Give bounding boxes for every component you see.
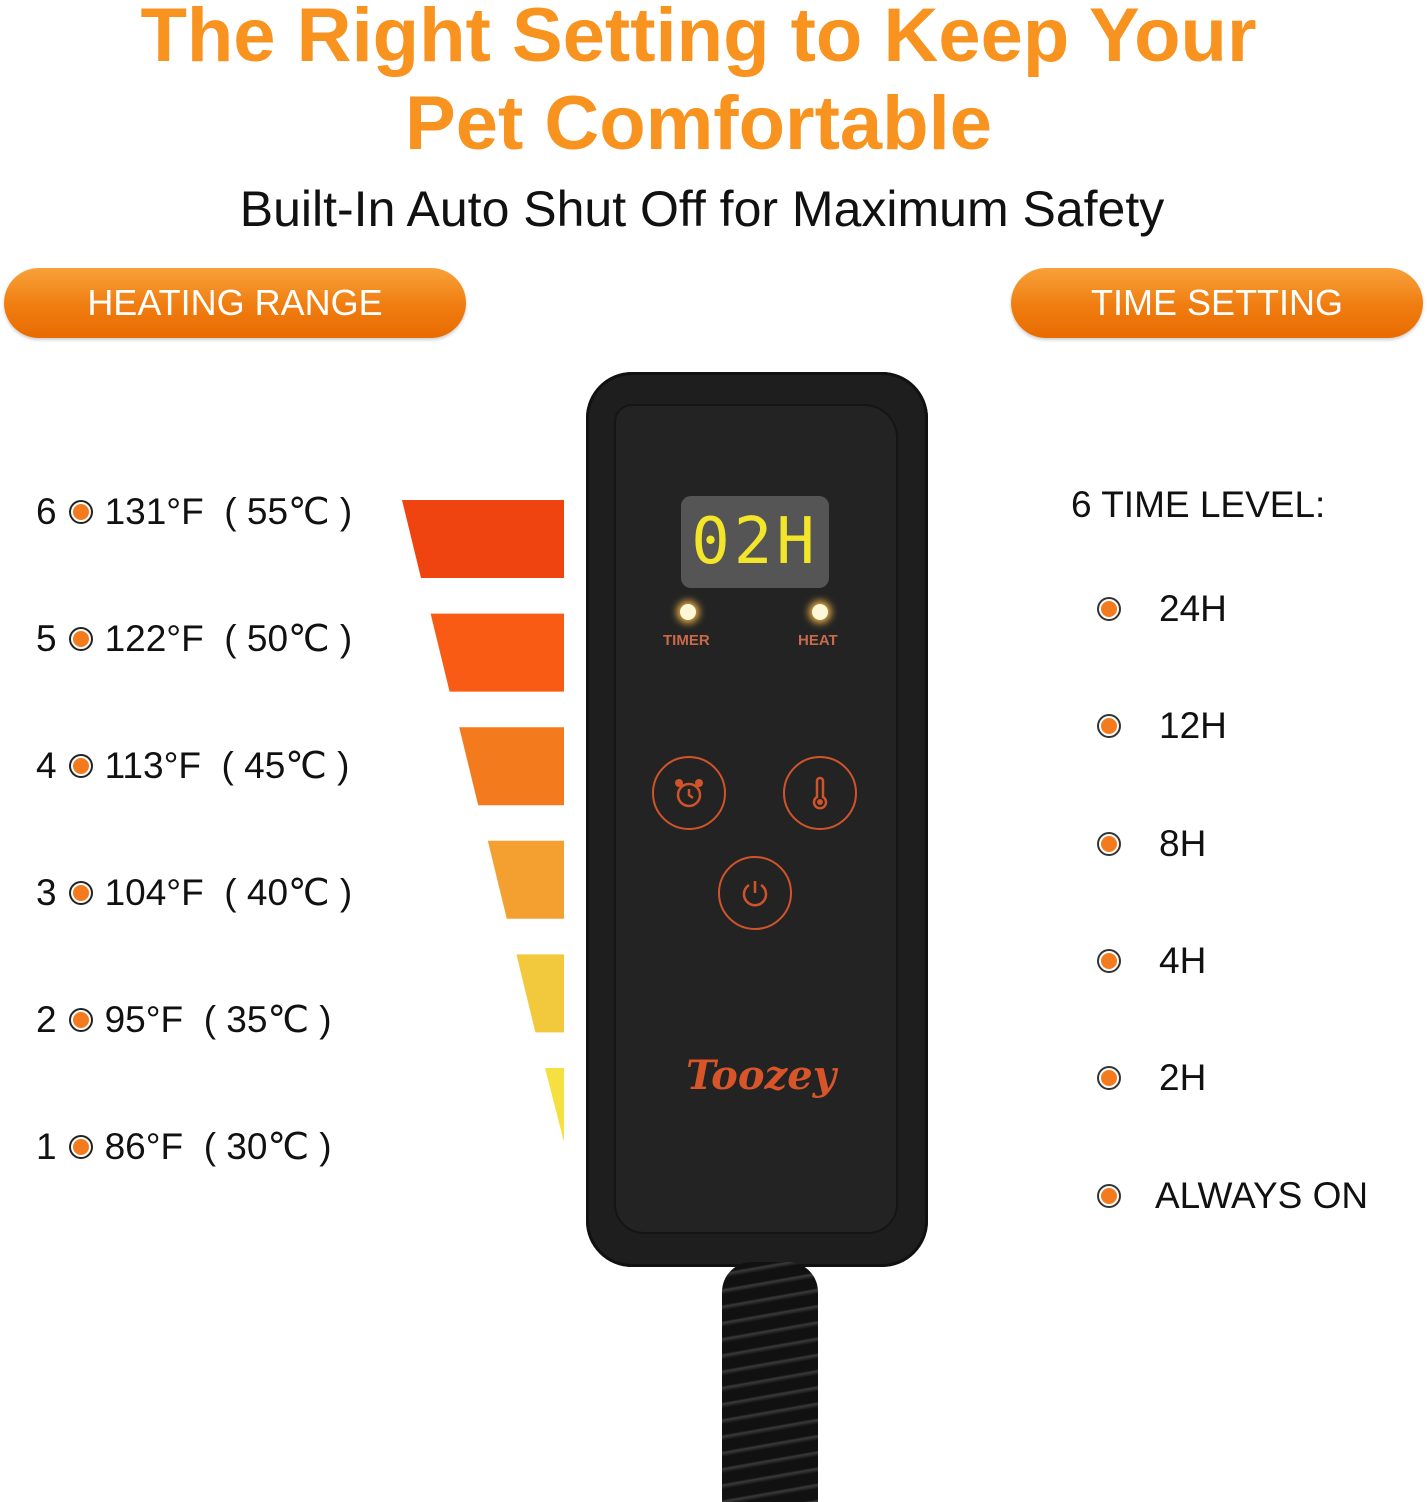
- bullet-icon: [1099, 833, 1119, 854]
- time-option: 12H: [1099, 705, 1227, 747]
- heat-level-row: 1 86°F ( 30℃ ): [36, 1125, 332, 1168]
- time-option: ALWAYS ON: [1099, 1175, 1368, 1217]
- level-temperature: 131°F ( 55℃ ): [104, 491, 353, 532]
- heat-level-row: 3 104°F ( 40℃ ): [36, 871, 352, 914]
- page-title: The Right Setting to Keep Your Pet Comfo…: [0, 0, 1397, 168]
- subtitle: Built-In Auto Shut Off for Maximum Safet…: [239, 181, 1165, 237]
- level-number: 6: [36, 490, 57, 532]
- timer-label: TIMER: [663, 632, 710, 649]
- time-option: 2H: [1099, 1057, 1206, 1099]
- controller: 02H TIMER HEAT Toozey: [586, 372, 928, 1267]
- level-temperature: 95°F ( 35℃ ): [104, 999, 332, 1040]
- heat-level-row: 2 95°F ( 35℃ ): [36, 998, 332, 1041]
- time-option-label: 4H: [1159, 939, 1207, 981]
- title-line-2: Pet Comfortable: [405, 81, 992, 166]
- timer-indicator-icon: [680, 604, 696, 620]
- heat-level-row: 6 131°F ( 55℃ ): [36, 490, 352, 533]
- heat-level-bar: [545, 1068, 564, 1142]
- bullet-icon: [70, 501, 91, 522]
- heat-level-bar: [459, 727, 564, 806]
- heat-level-row: 4 113°F ( 45℃ ): [36, 744, 349, 787]
- time-option: 24H: [1099, 588, 1227, 630]
- power-button[interactable]: [718, 856, 792, 930]
- heat-level-bar: [430, 613, 564, 692]
- level-temperature: 122°F ( 50℃ ): [104, 618, 353, 659]
- bullet-icon: [1099, 950, 1119, 971]
- bullet-icon: [1099, 1185, 1119, 1206]
- bullet-icon: [70, 1009, 91, 1030]
- bullet-icon: [70, 1136, 91, 1157]
- alarm-clock-icon: [675, 779, 703, 808]
- time-level-heading: 6 TIME LEVEL:: [1071, 484, 1326, 525]
- bullet-icon: [70, 755, 91, 776]
- led-display: 02H: [681, 496, 829, 588]
- level-number: 1: [36, 1125, 57, 1167]
- power-icon: [742, 881, 768, 907]
- level-number: 5: [36, 617, 57, 659]
- timer-button[interactable]: [652, 756, 726, 830]
- time-option-label: 24H: [1159, 588, 1227, 629]
- time-option-label: 12H: [1159, 705, 1227, 747]
- brand-logo: Toozey: [686, 1052, 836, 1099]
- bullet-icon: [1099, 716, 1119, 737]
- heat-level-bar: [402, 500, 564, 578]
- bullet-icon: [70, 628, 91, 649]
- level-number: 2: [36, 998, 57, 1040]
- level-temperature: 104°F ( 40℃ ): [104, 872, 353, 913]
- bullet-icon: [70, 882, 91, 903]
- time-option-label: ALWAYS ON: [1155, 1174, 1369, 1216]
- bullet-icon: [1099, 1068, 1119, 1089]
- time-option-label: 2H: [1159, 1057, 1207, 1099]
- heating-range-banner: HEATING RANGE: [4, 268, 466, 338]
- heat-level-bar: [487, 840, 564, 919]
- level-temperature: 86°F ( 30℃ ): [104, 1126, 332, 1167]
- level-number: 4: [36, 744, 57, 786]
- time-option: 4H: [1099, 940, 1206, 982]
- level-temperature: 113°F ( 45℃ ): [104, 745, 350, 786]
- heat-label: HEAT: [798, 632, 838, 649]
- thermometer-icon: [812, 776, 828, 810]
- power-cable: [722, 1262, 818, 1502]
- time-option-label: 8H: [1159, 822, 1207, 864]
- heat-level-bar: [516, 954, 564, 1033]
- heat-button[interactable]: [783, 756, 857, 830]
- heat-indicator-icon: [812, 604, 828, 620]
- bullet-icon: [1099, 599, 1119, 619]
- time-option: 8H: [1099, 823, 1206, 865]
- time-setting-banner: TIME SETTING: [1011, 268, 1423, 338]
- title-line-1: The Right Setting to Keep Your: [140, 0, 1257, 78]
- heat-level-row: 5 122°F ( 50℃ ): [36, 617, 352, 660]
- level-number: 3: [36, 871, 57, 913]
